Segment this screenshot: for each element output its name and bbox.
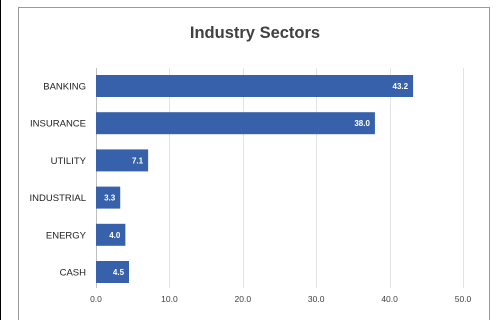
x-axis-ticks: 0.0 10.0 20.0 30.0 40.0 50.0 [90, 294, 471, 304]
data-label: 7.1 [132, 156, 144, 165]
bar [96, 223, 126, 246]
category-label: INSURANCE [30, 119, 86, 130]
chart-title: Industry Sectors [190, 24, 320, 42]
data-label: 4.5 [113, 268, 125, 277]
category-label: ENERGY [46, 230, 87, 241]
x-tick-label: 20.0 [235, 294, 252, 304]
bar [96, 261, 130, 283]
x-tick-label: 30.0 [308, 294, 325, 304]
bar [96, 149, 149, 172]
data-label: 38.0 [354, 119, 370, 128]
data-label: 4.0 [109, 231, 121, 240]
data-label: 3.3 [104, 194, 116, 203]
gridlines [96, 68, 464, 288]
category-labels: BANKING INSURANCE UTILITY INDUSTRIAL ENERGY C… [30, 82, 87, 279]
category-label: BANKING [43, 82, 86, 93]
data-label: 43.2 [393, 82, 409, 91]
bar [96, 186, 121, 209]
category-label: INDUSTRIAL [30, 193, 86, 204]
bar [96, 112, 375, 135]
x-tick-label: 0.0 [90, 294, 102, 304]
bars [96, 75, 414, 283]
chart-frame [18, 7, 490, 320]
category-label: CASH [60, 268, 87, 279]
category-label: UTILITY [51, 156, 87, 167]
data-labels: 43.2 38.0 7.1 3.3 4.0 4.5 [104, 82, 409, 277]
x-tick-label: 50.0 [455, 294, 472, 304]
bar [96, 75, 414, 97]
x-tick-label: 10.0 [161, 294, 178, 304]
x-tick-label: 40.0 [381, 294, 398, 304]
